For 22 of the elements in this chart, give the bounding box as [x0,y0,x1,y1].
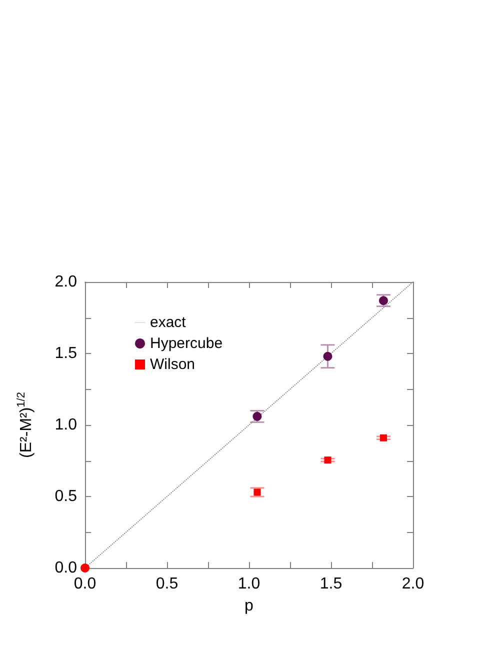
legend-label: exact [150,314,187,331]
y-tick-label: 0.5 [54,488,78,505]
point [252,412,262,421]
x-tick-label: 0.0 [74,576,96,592]
y-tick-label: 2.0 [54,274,78,290]
y-tick-label: 1.0 [54,416,78,434]
point [80,564,90,572]
y-tick-label: 1.5 [54,345,78,362]
x-tick-label: 1.0 [238,576,260,592]
x-tick-label: 0.5 [156,576,178,592]
point [323,352,332,361]
x-tick-label: 2.0 [402,576,424,592]
x-axis-title: p [244,598,254,614]
x-tick-label: 1.5 [320,576,342,592]
point [254,488,261,496]
legend-label: Wilson [150,356,196,373]
point [380,434,387,442]
y-tick-label: 0.0 [54,560,78,576]
point [324,456,332,464]
point [378,296,388,306]
legend-label: Hypercube [150,335,223,352]
y-axis-title: (E²-M²)1/2 [16,392,35,458]
